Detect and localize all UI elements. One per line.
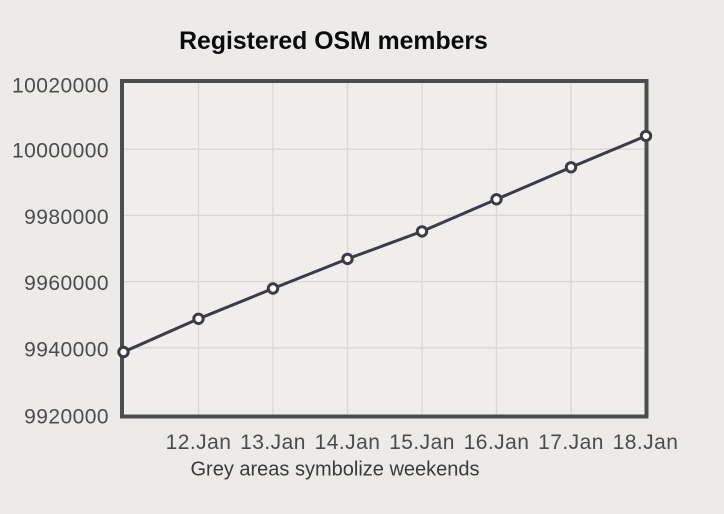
svg-text:Registered OSM members: Registered OSM members: [179, 28, 488, 55]
svg-text:9980000: 9980000: [24, 206, 109, 229]
svg-text:9960000: 9960000: [24, 272, 109, 295]
svg-text:9920000: 9920000: [24, 406, 109, 429]
svg-text:Grey areas symbolize weekends: Grey areas symbolize weekends: [191, 459, 480, 481]
svg-text:10020000: 10020000: [12, 74, 109, 97]
svg-text:9940000: 9940000: [24, 338, 109, 361]
svg-text:10000000: 10000000: [12, 140, 109, 163]
svg-text:12.Jan: 12.Jan: [166, 431, 232, 454]
svg-text:13.Jan: 13.Jan: [240, 431, 306, 454]
svg-text:15.Jan: 15.Jan: [389, 431, 455, 454]
svg-text:16.Jan: 16.Jan: [464, 431, 530, 454]
svg-text:14.Jan: 14.Jan: [315, 431, 381, 454]
svg-text:18.Jan: 18.Jan: [613, 431, 679, 454]
svg-text:17.Jan: 17.Jan: [538, 431, 604, 454]
